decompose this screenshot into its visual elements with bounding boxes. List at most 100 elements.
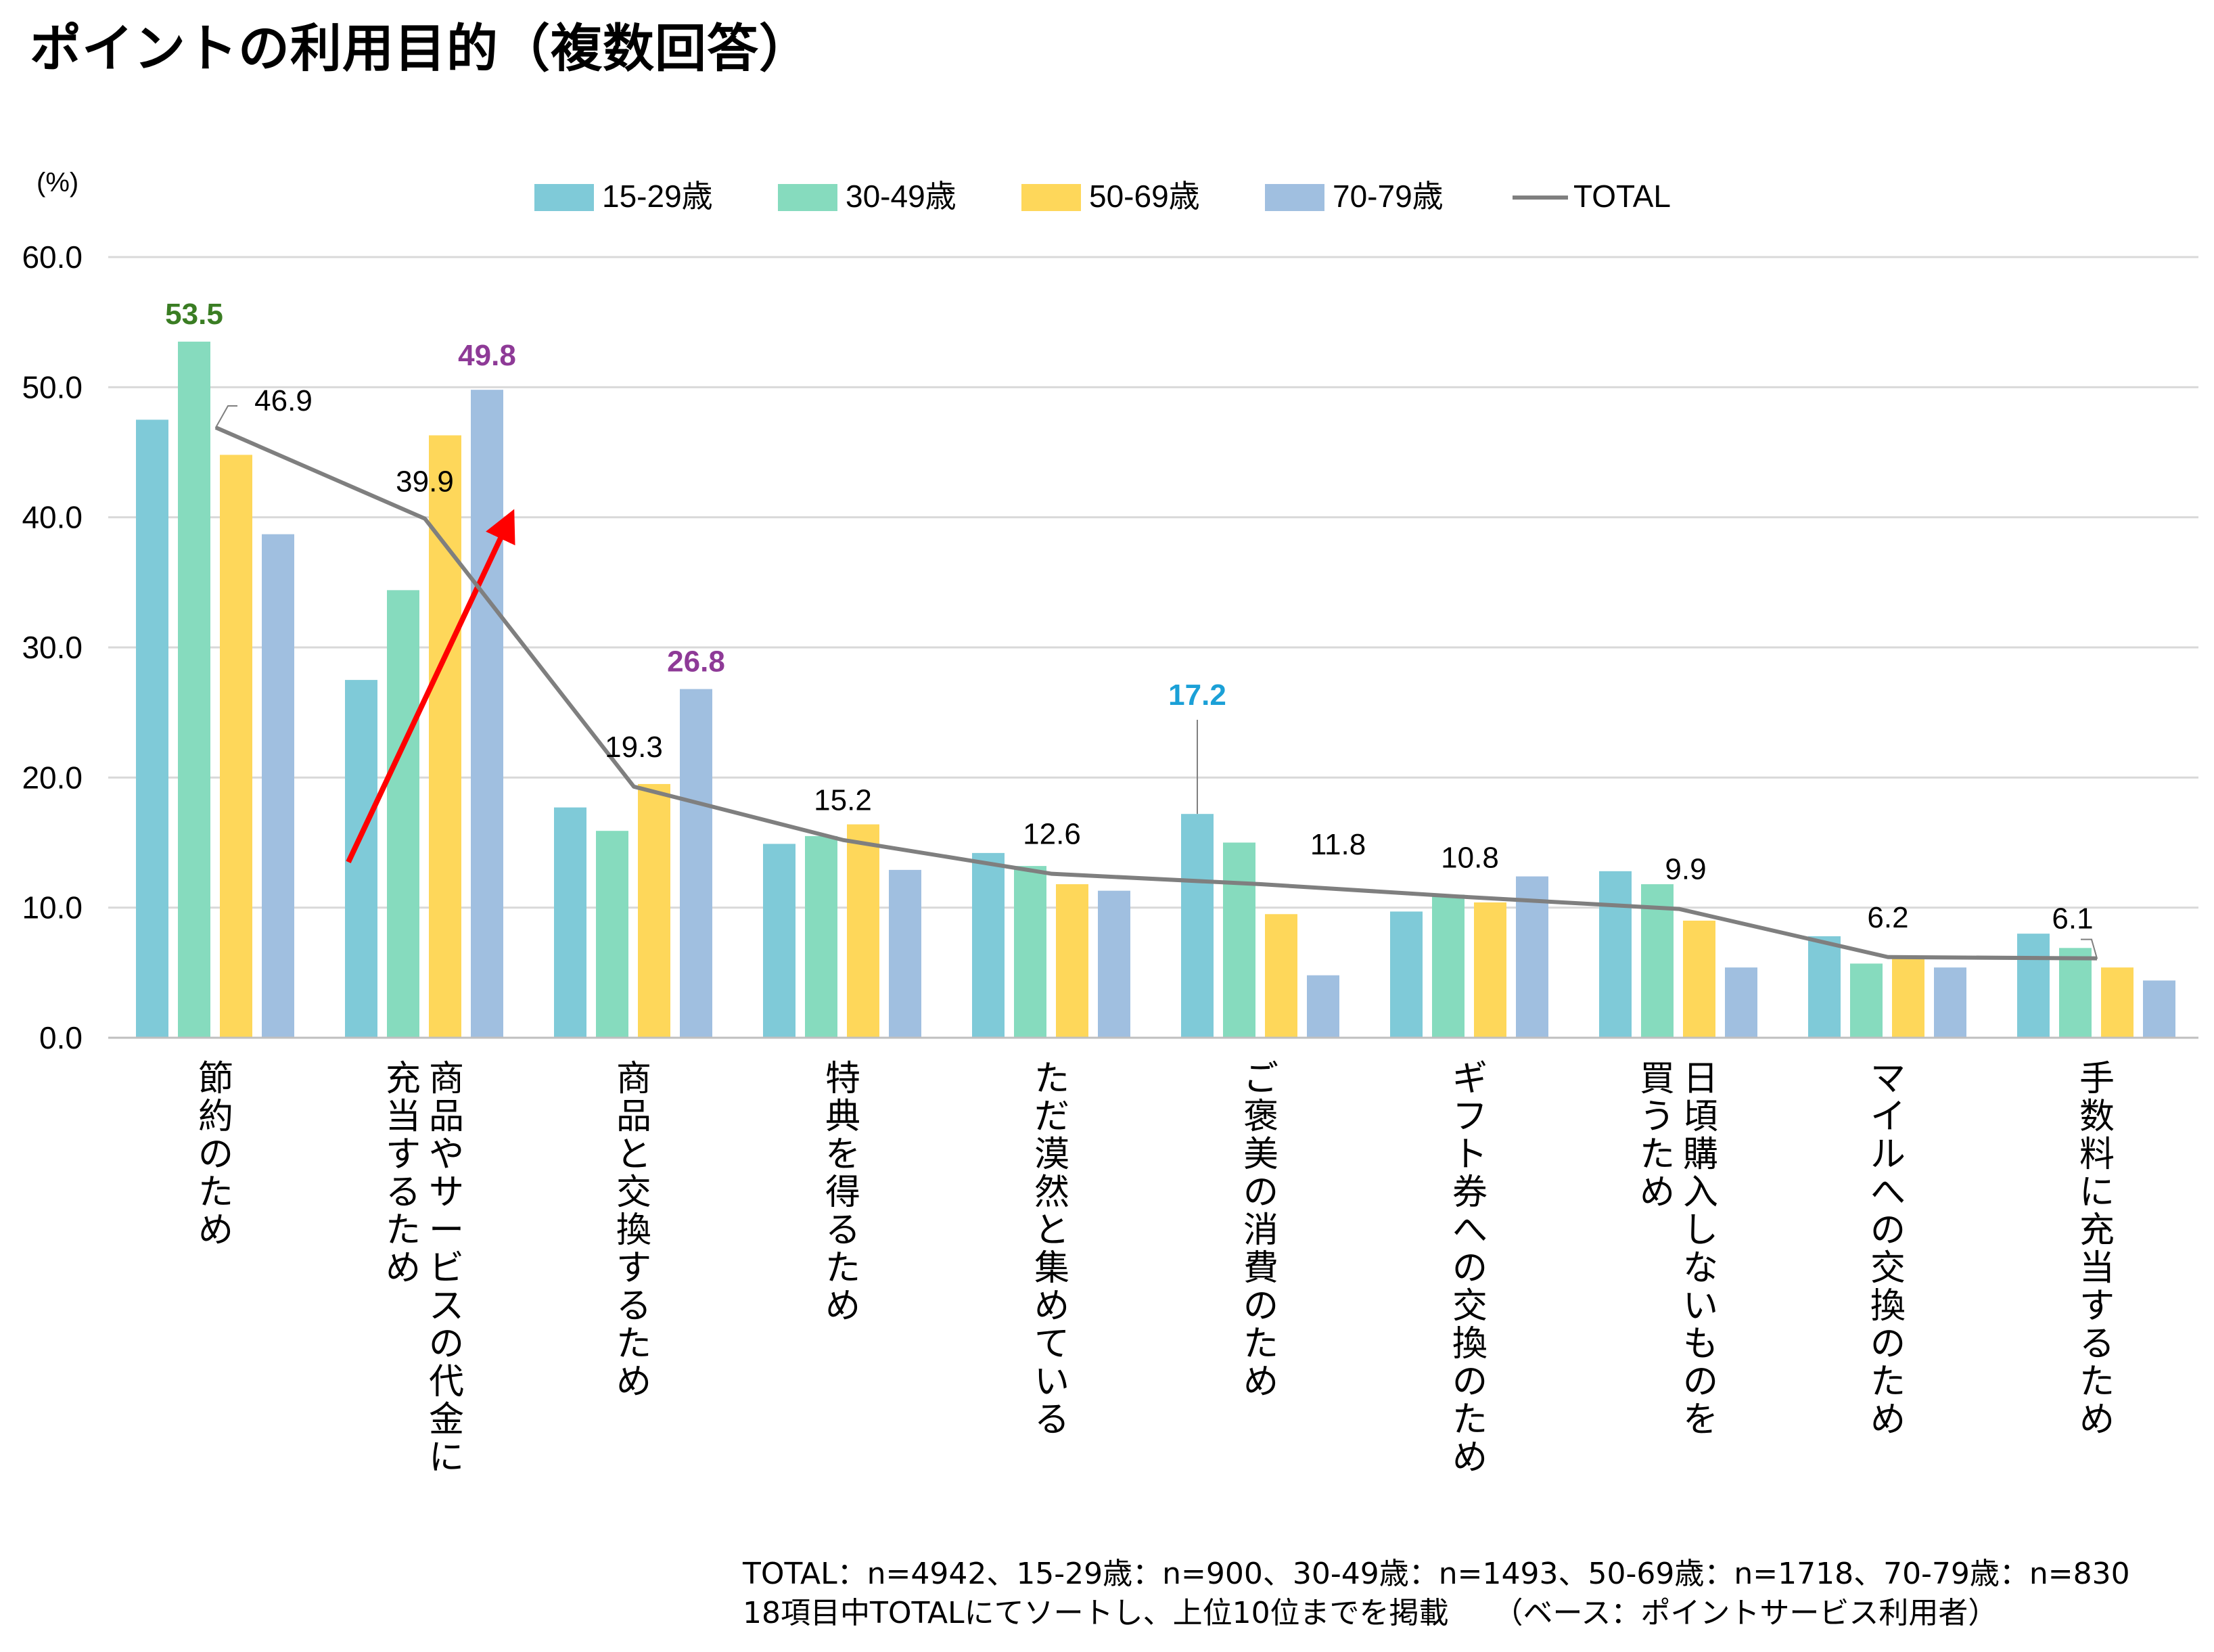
bar-30-49 [387, 590, 419, 1038]
legend-label: TOTAL [1573, 179, 1671, 214]
bar-30-49 [1223, 842, 1255, 1038]
gridlines [108, 256, 2198, 909]
bar-70-79 [680, 689, 712, 1038]
highlight-label: 49.8 [458, 339, 516, 372]
total-point [842, 839, 844, 841]
x-category-label: マイルへの交換のため [1870, 1059, 1906, 1440]
highlight-label: 26.8 [667, 645, 725, 679]
axes: 0.0 10.0 20.0 30.0 40.0 50.0 60.0 (%) [22, 168, 2198, 1055]
highlight-label: 53.5 [165, 298, 223, 331]
leader-line [2081, 938, 2098, 959]
x-category-label: ギフト券への交換のため [1452, 1059, 1487, 1477]
y-tick-label: 0.0 [39, 1020, 83, 1055]
legend-label: 70-79歳 [1333, 179, 1444, 214]
x-category-label: 商品やサービスの代金に [429, 1059, 464, 1477]
highlight-label: 17.2 [1168, 679, 1226, 712]
bar-50-69 [1892, 957, 1924, 1038]
y-tick-label: 40.0 [22, 500, 83, 535]
footnote-note: 18項目中TOTALにてソートし、上位10位までを掲載 （ベース：ポイントサービ… [743, 1596, 1998, 1630]
bar-70-79 [262, 534, 294, 1038]
total-data-label: 19.3 [605, 731, 663, 764]
legend-label: 15-29歳 [602, 179, 713, 214]
total-data-label: 6.2 [1867, 901, 1908, 934]
bar-50-69 [1056, 884, 1088, 1038]
x-category-label: 買うため [1640, 1059, 1675, 1212]
bar-15-29 [1599, 871, 1632, 1038]
total-data-label: 46.9 [254, 384, 313, 417]
legend-label: 30-49歳 [846, 179, 956, 214]
legend-swatch-30-49 [778, 184, 837, 211]
bar-70-79 [1098, 890, 1130, 1038]
bar-70-79 [1725, 967, 1757, 1038]
bar-30-49 [596, 831, 628, 1038]
bar-30-49 [805, 835, 837, 1038]
x-category-label: 充当するため [386, 1059, 421, 1288]
bar-50-69 [1683, 920, 1715, 1038]
bar-15-29 [1181, 814, 1214, 1038]
total-line-path [214, 426, 2098, 961]
total-line [214, 426, 2098, 961]
total-point [1678, 908, 1680, 910]
y-tick-label: 30.0 [22, 630, 83, 665]
bar-70-79 [1307, 975, 1339, 1038]
total-data-label: 39.9 [396, 465, 454, 499]
bar-70-79 [2143, 980, 2175, 1038]
bar-15-29 [136, 419, 168, 1038]
bar-50-69 [638, 783, 670, 1038]
bar-30-49 [1432, 894, 1465, 1038]
bar-50-69 [847, 824, 879, 1038]
total-data-label: 15.2 [814, 784, 872, 817]
bar-70-79 [1934, 967, 1966, 1038]
x-category-label: 節約のため [198, 1059, 233, 1250]
total-point [1887, 956, 1889, 958]
bar-15-29 [972, 852, 1005, 1038]
y-tick-label: 60.0 [22, 239, 83, 275]
leader-line [215, 405, 237, 428]
total-point [633, 785, 635, 787]
x-category-label: 日頃購入しないものを [1683, 1059, 1718, 1440]
x-category-label: 特典を得るため [825, 1059, 860, 1326]
bar-30-49 [178, 342, 210, 1038]
legend-swatch-15-29 [534, 184, 594, 211]
y-tick-label: 20.0 [22, 760, 83, 795]
bar-30-49 [2059, 948, 2092, 1038]
total-point [1469, 896, 1471, 898]
data-labels: 46.9 39.9 19.3 15.2 12.6 11.8 10.8 9.9 6.2 6.1 53.… [165, 298, 2098, 959]
total-data-label: 10.8 [1441, 841, 1499, 874]
bar-50-69 [2101, 967, 2134, 1038]
total-point [1051, 873, 1053, 875]
bar-15-29 [1808, 936, 1841, 1038]
y-tick-label: 50.0 [22, 369, 83, 405]
bar-50-69 [1474, 902, 1506, 1038]
annotation-arrow [346, 509, 515, 864]
x-category-label: ただ漠然と集めている [1034, 1059, 1069, 1440]
chart-title: ポイントの利用目的（複数回答） [30, 18, 811, 78]
bar-30-49 [1014, 866, 1046, 1038]
total-point [424, 518, 425, 520]
total-data-label: 12.6 [1023, 818, 1081, 851]
bar-15-29 [554, 807, 586, 1038]
bar-15-29 [2017, 934, 2050, 1038]
x-category-label: 商品と交換するため [616, 1059, 651, 1402]
legend-swatch-50-69 [1021, 184, 1081, 211]
total-data-label: 9.9 [1665, 853, 1706, 886]
x-category-label: ご褒美の消費のため [1243, 1059, 1278, 1402]
y-tick-label: 10.0 [22, 890, 83, 925]
total-data-label: 11.8 [1310, 828, 1366, 861]
bar-50-69 [429, 435, 461, 1038]
bar-50-69 [1265, 914, 1297, 1038]
bar-70-79 [889, 869, 921, 1038]
footnote-sample-sizes: TOTAL：n=4942、15-29歳：n=900、30-49歳：n=1493、… [743, 1557, 2130, 1591]
total-point [1260, 884, 1262, 886]
y-unit-label: (%) [37, 168, 78, 198]
legend: 15-29歳 30-49歳 50-69歳 70-79歳 TOTAL [534, 179, 1671, 214]
bar-15-29 [1390, 911, 1423, 1038]
bar-15-29 [763, 844, 795, 1038]
total-data-label: 6.1 [2052, 902, 2093, 936]
bar-30-49 [1850, 963, 1883, 1038]
legend-swatch-70-79 [1265, 184, 1324, 211]
x-category-label: 手数料に充当するため [2079, 1059, 2115, 1440]
legend-label: 50-69歳 [1089, 179, 1200, 214]
